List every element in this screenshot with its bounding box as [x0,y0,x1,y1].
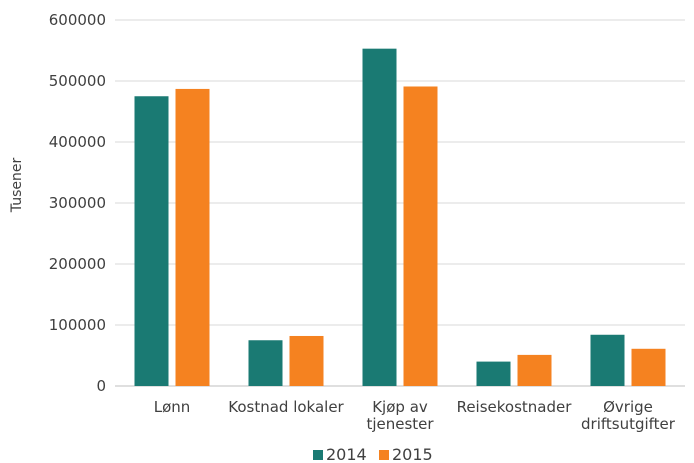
category-label-line: Kjøp av [372,398,428,416]
category-label: Reisekostnader [457,398,573,416]
category-label: Kostnad lokaler [228,398,344,416]
category-label-line: Lønn [154,398,191,416]
bars [134,48,666,387]
legend-label: 2015 [392,445,433,463]
y-tick-label: 500000 [49,72,106,90]
legend-swatch-2014 [313,450,323,460]
bar-2014-4 [590,334,625,386]
category-label: Øvrige driftsutgifter [581,398,676,433]
gridlines [115,19,685,387]
y-tick-label: 400000 [49,133,106,151]
y-tick-label: 600000 [49,11,106,29]
y-tick-label: 200000 [49,255,106,273]
y-tick-label: 0 [96,377,106,395]
bar-2015-2 [403,86,438,387]
legend: 2014 2015 [313,445,433,463]
category-label: Kjøp av tjenester [366,398,434,433]
y-tick-label: 300000 [49,194,106,212]
bar-2014-3 [476,361,511,386]
y-tick-label: 100000 [49,316,106,334]
bar-2014-0 [134,96,169,386]
category-label-line: tjenester [366,415,434,433]
x-axis-categories: Lønn Kostnad lokaler Kjøp av tjenester Reise… [154,398,676,433]
y-axis-title: Tusener [9,158,25,214]
category-label-line: Øvrige [603,398,653,416]
bar-2014-1 [248,340,283,386]
category-label-line: driftsutgifter [581,415,676,433]
bar-2015-0 [175,88,210,387]
legend-swatch-2015 [379,450,389,460]
bar-2014-2 [362,48,397,387]
y-axis-ticks: 0 100000 200000 300000 400000 500000 600000 [49,11,106,395]
category-label-line: Reisekostnader [457,398,573,416]
legend-label: 2014 [326,445,367,463]
category-label: Lønn [154,398,191,416]
bar-2015-4 [631,348,666,386]
bar-2015-1 [289,335,324,386]
bar-2015-3 [517,354,552,386]
category-label-line: Kostnad lokaler [228,398,344,416]
